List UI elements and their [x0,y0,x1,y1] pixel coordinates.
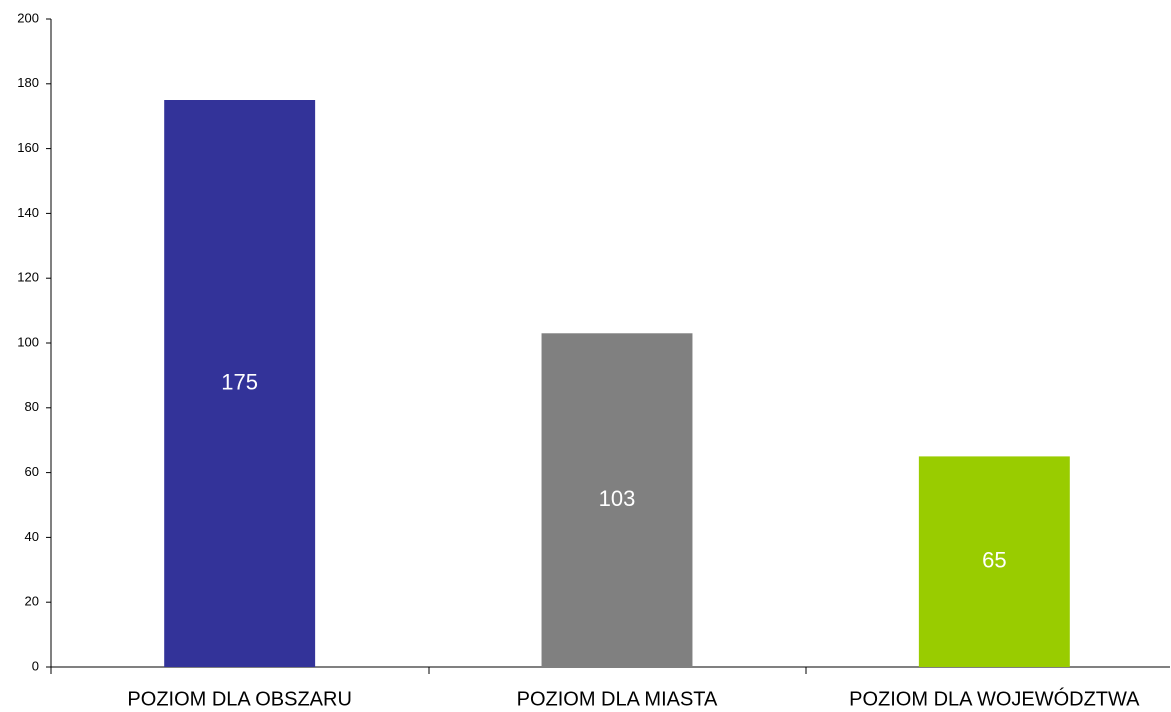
data-label: 65 [982,548,1006,573]
y-tick-label: 180 [17,75,39,90]
y-tick-label: 200 [17,10,39,25]
y-tick-label: 40 [25,529,39,544]
bar [541,333,693,667]
y-tick-label: 80 [25,399,39,414]
y-tick-label: 140 [17,205,39,220]
bar [918,456,1070,667]
y-tick-label: 0 [32,658,39,673]
y-tick-label: 100 [17,334,39,349]
y-tick-label: 20 [25,594,39,609]
data-label: 175 [221,369,258,394]
y-tick-label: 160 [17,140,39,155]
x-tick-label: POZIOM DLA OBSZARU [127,688,351,710]
y-tick-label: 120 [17,270,39,285]
data-label: 103 [599,486,636,511]
x-tick-label: POZIOM DLA WOJEWÓDZTWA [849,687,1140,710]
bar [164,100,316,667]
x-tick-label: POZIOM DLA MIASTA [517,688,718,710]
y-tick-label: 60 [25,464,39,479]
